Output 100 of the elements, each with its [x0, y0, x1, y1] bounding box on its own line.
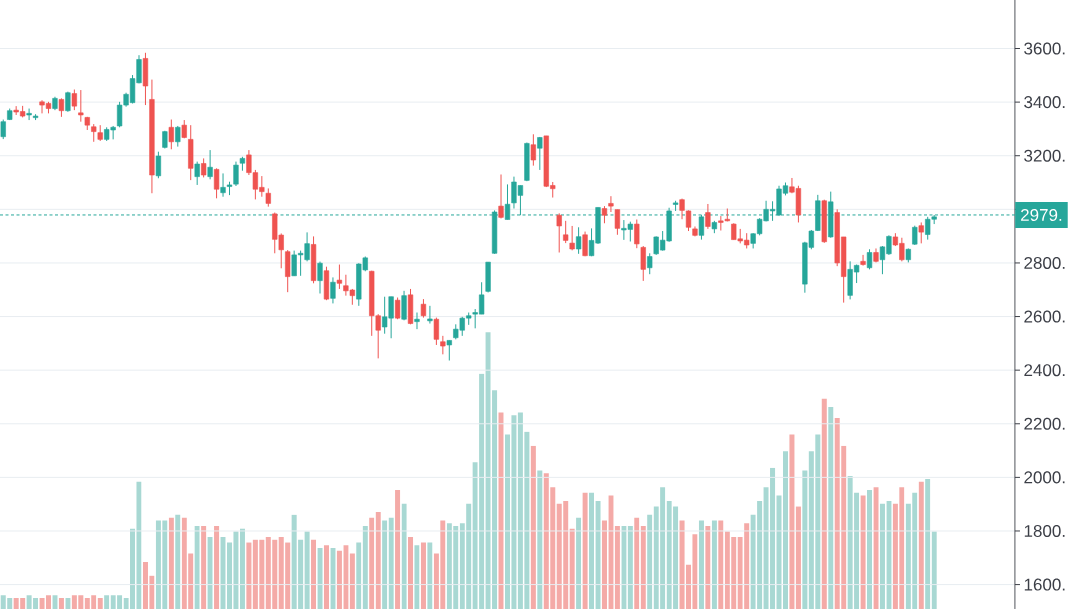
bar [647, 514, 653, 609]
bar [362, 525, 368, 609]
bar [834, 417, 840, 609]
bar [705, 525, 711, 609]
bar [401, 503, 407, 609]
candlestick [401, 290, 407, 321]
candlestick [640, 245, 646, 282]
candlestick [446, 339, 452, 362]
bar [530, 445, 536, 609]
bar [201, 525, 207, 609]
bar [13, 597, 19, 609]
bar [821, 398, 827, 609]
bar [614, 525, 620, 609]
bar [492, 390, 498, 609]
candlestick [414, 312, 420, 330]
bar [873, 487, 879, 609]
bar [569, 528, 575, 609]
bar [595, 501, 601, 609]
bar [925, 478, 931, 609]
bar [879, 503, 885, 609]
candlestick [317, 261, 323, 294]
bar [931, 531, 937, 609]
candlestick [78, 89, 84, 123]
bar [782, 451, 788, 609]
candlestick [201, 157, 207, 178]
candlestick [175, 125, 181, 148]
bar [175, 514, 181, 609]
ref-line-label: 2979. [1021, 208, 1062, 221]
candlestick [918, 221, 924, 244]
bar [479, 373, 485, 609]
bar [601, 520, 607, 609]
bar [802, 470, 808, 609]
candlestick [207, 149, 213, 180]
bar [808, 451, 814, 609]
bar [757, 501, 763, 609]
candlestick [213, 167, 220, 199]
candlestick [71, 89, 77, 111]
candlestick [498, 173, 504, 219]
bar [246, 542, 252, 609]
bar [408, 537, 414, 609]
candlestick [614, 209, 621, 236]
y-tick-label: 3200. [1024, 149, 1065, 162]
candlestick [265, 187, 271, 208]
bar [698, 520, 704, 609]
candlestick [634, 219, 640, 249]
candlestick [537, 136, 543, 171]
bar [239, 528, 245, 609]
candlestick [433, 317, 440, 346]
bar [627, 525, 633, 609]
candlestick [530, 133, 536, 167]
candlestick [168, 119, 174, 150]
candlestick [440, 335, 446, 355]
bar [104, 595, 110, 609]
bar [168, 517, 174, 609]
candlestick [58, 97, 65, 118]
candlestick [194, 161, 200, 186]
y-tick-label: 3400. [1024, 96, 1065, 109]
bar [420, 542, 426, 609]
y-tick-label: 2200. [1024, 417, 1065, 430]
candlestick [0, 119, 6, 140]
candlestick [336, 264, 343, 290]
y-tick-label: 2800. [1024, 256, 1065, 269]
candlestick [330, 276, 336, 304]
bar [323, 545, 329, 609]
bar [867, 489, 873, 609]
candlestick [569, 225, 575, 251]
bar [589, 492, 595, 609]
candlestick [556, 212, 562, 253]
bar [311, 539, 317, 609]
bar [375, 512, 381, 609]
bar [918, 481, 924, 609]
bar [97, 597, 103, 609]
bar [576, 517, 582, 609]
bar [718, 520, 724, 609]
candlestick [427, 305, 433, 325]
bar [0, 595, 6, 609]
bar [336, 550, 342, 609]
y-tick-label: 2400. [1024, 364, 1065, 377]
candlestick [608, 195, 614, 213]
bar [369, 517, 375, 609]
bar [388, 517, 394, 609]
candlestick [420, 298, 427, 319]
bar [414, 545, 420, 609]
candlestick [563, 220, 569, 244]
bar [349, 553, 355, 609]
candlestick [575, 226, 582, 255]
bar [395, 489, 401, 609]
bar [524, 431, 530, 609]
bar [556, 503, 562, 609]
bar [634, 517, 640, 609]
candlestick [647, 252, 653, 275]
bar [711, 520, 717, 609]
bar [860, 495, 866, 609]
candlestick [582, 231, 588, 257]
candlestick [860, 254, 866, 267]
y-tick-label: 3600. [1024, 42, 1065, 55]
candlestick [866, 248, 873, 270]
candlestick [155, 151, 162, 179]
bar [537, 470, 543, 609]
bar [214, 525, 220, 609]
